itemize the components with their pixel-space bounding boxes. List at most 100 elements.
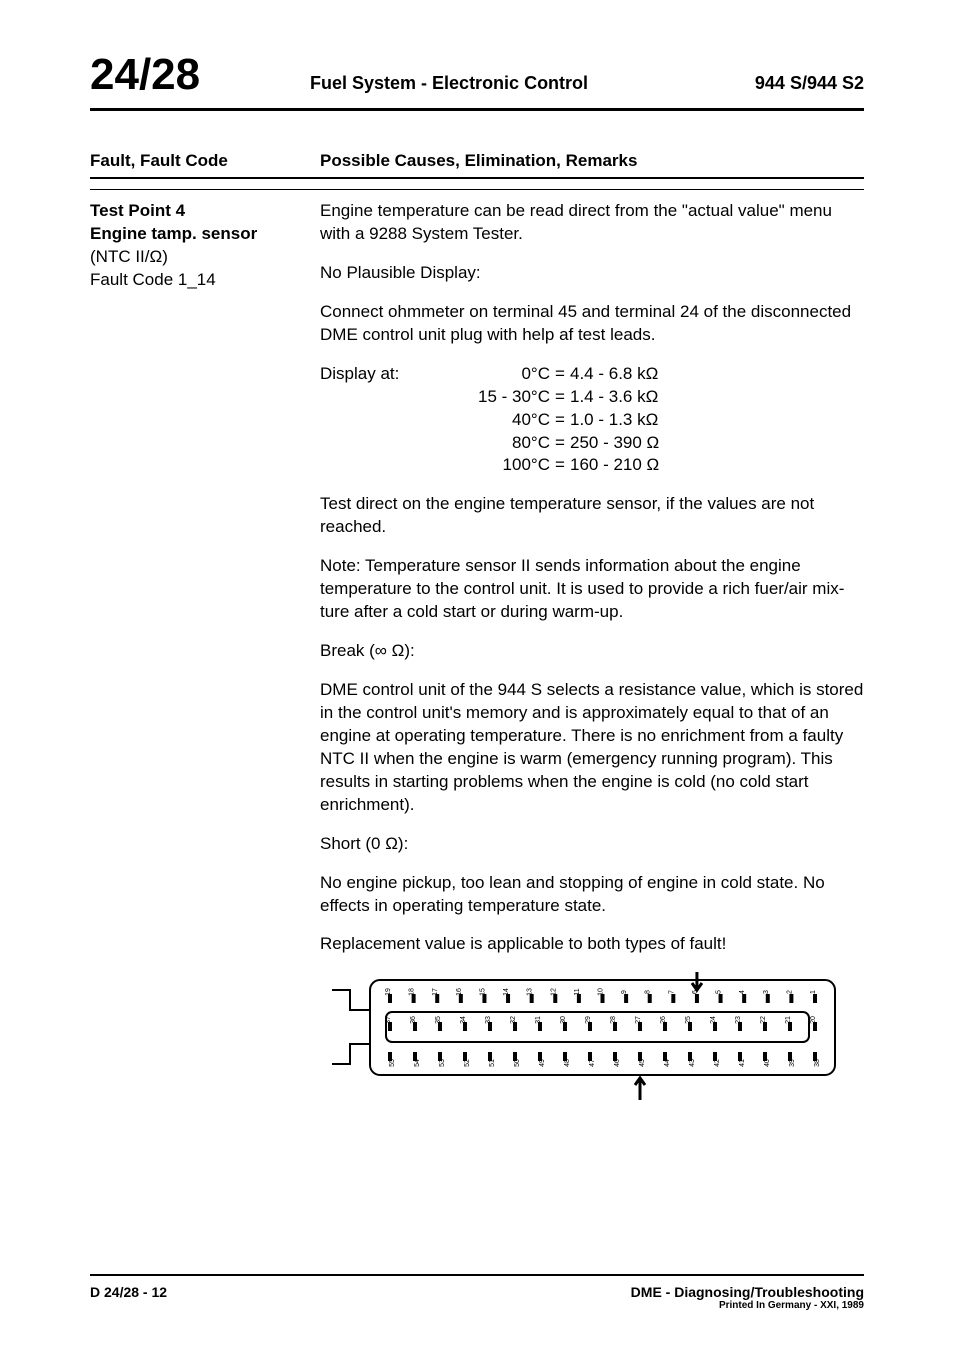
svg-text:36: 36 bbox=[410, 1016, 417, 1024]
paragraph: Short (0 Ω): bbox=[320, 833, 864, 856]
svg-text:25: 25 bbox=[685, 1016, 692, 1024]
display-val: 250 - 390 Ω bbox=[570, 432, 864, 455]
svg-text:9: 9 bbox=[621, 990, 628, 994]
svg-text:4: 4 bbox=[739, 990, 746, 994]
svg-text:53: 53 bbox=[439, 1059, 446, 1067]
paragraph: Break (∞ Ω): bbox=[320, 640, 864, 663]
display-row: 40°C = 1.0 - 1.3 kΩ bbox=[320, 409, 864, 432]
svg-text:32: 32 bbox=[510, 1016, 517, 1024]
sensor-title: Engine tamp. sensor bbox=[90, 223, 320, 246]
svg-text:39: 39 bbox=[789, 1059, 796, 1067]
paragraph: Note: Temperature sensor II sends inform… bbox=[320, 555, 864, 624]
display-temp: 0°C bbox=[420, 363, 550, 386]
display-row: 100°C = 160 - 210 Ω bbox=[320, 454, 864, 477]
ntc-line: (NTC II/Ω) bbox=[90, 246, 320, 269]
svg-text:33: 33 bbox=[485, 1016, 492, 1024]
right-column: Engine temperature can be read direct fr… bbox=[320, 200, 864, 1102]
svg-text:34: 34 bbox=[460, 1016, 467, 1024]
svg-text:46: 46 bbox=[614, 1059, 621, 1067]
svg-text:40: 40 bbox=[764, 1059, 771, 1067]
display-val: 4.4 - 6.8 kΩ bbox=[570, 363, 864, 386]
display-table: Display at: 0°C = 4.4 - 6.8 kΩ 15 - 30°C… bbox=[320, 363, 864, 478]
svg-text:24: 24 bbox=[710, 1016, 717, 1024]
paragraph: No engine pickup, too lean and stopping … bbox=[320, 872, 864, 918]
header-model: 944 S/944 S2 bbox=[704, 73, 864, 94]
footer-left: D 24/28 - 12 bbox=[90, 1284, 167, 1311]
svg-text:26: 26 bbox=[660, 1016, 667, 1024]
svg-text:14: 14 bbox=[503, 988, 510, 996]
svg-text:3: 3 bbox=[763, 990, 770, 994]
footer-right: DME - Diagnosing/Troubleshooting Printed… bbox=[631, 1284, 864, 1311]
paragraph: Test direct on the engine temperature se… bbox=[320, 493, 864, 539]
display-val: 160 - 210 Ω bbox=[570, 454, 864, 477]
svg-text:21: 21 bbox=[785, 1016, 792, 1024]
svg-text:42: 42 bbox=[714, 1059, 721, 1067]
display-row: 80°C = 250 - 390 Ω bbox=[320, 432, 864, 455]
svg-text:20: 20 bbox=[810, 1016, 817, 1024]
svg-text:45: 45 bbox=[639, 1059, 646, 1067]
connector-diagram: 1918171615141312111098765432137363534333… bbox=[320, 972, 864, 1102]
page: 24/28 Fuel System - Electronic Control 9… bbox=[0, 0, 954, 1351]
paragraph: No Plausible Display: bbox=[320, 262, 864, 285]
svg-text:29: 29 bbox=[585, 1016, 592, 1024]
display-val: 1.4 - 3.6 kΩ bbox=[570, 386, 864, 409]
svg-text:27: 27 bbox=[635, 1016, 642, 1024]
svg-text:35: 35 bbox=[435, 1016, 442, 1024]
svg-text:1: 1 bbox=[810, 990, 817, 994]
page-footer: D 24/28 - 12 DME - Diagnosing/Troublesho… bbox=[90, 1274, 864, 1311]
svg-text:51: 51 bbox=[489, 1059, 496, 1067]
svg-text:30: 30 bbox=[560, 1016, 567, 1024]
display-temp: 40°C bbox=[420, 409, 550, 432]
svg-text:2: 2 bbox=[786, 990, 793, 994]
svg-text:8: 8 bbox=[645, 990, 652, 994]
display-temp: 15 - 30°C bbox=[420, 386, 550, 409]
display-eq: = bbox=[550, 454, 570, 477]
svg-text:12: 12 bbox=[550, 988, 557, 996]
display-temp: 80°C bbox=[420, 432, 550, 455]
display-eq: = bbox=[550, 432, 570, 455]
display-val: 1.0 - 1.3 kΩ bbox=[570, 409, 864, 432]
column-header-row: Fault, Fault Code Possible Causes, Elimi… bbox=[90, 151, 864, 179]
footer-right-line1: DME - Diagnosing/Troubleshooting bbox=[631, 1284, 864, 1300]
column-header-left: Fault, Fault Code bbox=[90, 151, 320, 171]
svg-text:17: 17 bbox=[432, 988, 439, 996]
display-row: Display at: 0°C = 4.4 - 6.8 kΩ bbox=[320, 363, 864, 386]
display-eq: = bbox=[550, 409, 570, 432]
svg-text:28: 28 bbox=[610, 1016, 617, 1024]
svg-text:43: 43 bbox=[689, 1059, 696, 1067]
svg-text:44: 44 bbox=[664, 1059, 671, 1067]
svg-text:37: 37 bbox=[385, 1016, 392, 1024]
svg-text:5: 5 bbox=[716, 990, 723, 994]
svg-text:54: 54 bbox=[414, 1059, 421, 1067]
svg-text:23: 23 bbox=[735, 1016, 742, 1024]
test-point-title: Test Point 4 bbox=[90, 200, 320, 223]
paragraph: Replacement value is applicable to both … bbox=[320, 933, 864, 956]
display-row: 15 - 30°C = 1.4 - 3.6 kΩ bbox=[320, 386, 864, 409]
svg-text:50: 50 bbox=[514, 1059, 521, 1067]
svg-text:38: 38 bbox=[814, 1059, 821, 1067]
page-header: 24/28 Fuel System - Electronic Control 9… bbox=[90, 50, 864, 111]
svg-text:18: 18 bbox=[409, 988, 416, 996]
display-eq: = bbox=[550, 363, 570, 386]
svg-text:55: 55 bbox=[389, 1059, 396, 1067]
page-number: 24/28 bbox=[90, 50, 310, 100]
column-header-right: Possible Causes, Elimination, Remarks bbox=[320, 151, 864, 171]
header-title: Fuel System - Electronic Control bbox=[310, 73, 704, 94]
svg-text:31: 31 bbox=[535, 1016, 542, 1024]
body-row: Test Point 4 Engine tamp. sensor (NTC II… bbox=[90, 189, 864, 1102]
footer-right-line2: Printed In Germany - XXI, 1989 bbox=[631, 1300, 864, 1311]
svg-text:11: 11 bbox=[574, 989, 581, 996]
display-temp: 100°C bbox=[420, 454, 550, 477]
svg-text:10: 10 bbox=[598, 988, 605, 996]
svg-text:47: 47 bbox=[589, 1059, 596, 1067]
svg-text:52: 52 bbox=[464, 1059, 471, 1067]
svg-text:19: 19 bbox=[385, 988, 392, 996]
paragraph: Connect ohmmeter on terminal 45 and term… bbox=[320, 301, 864, 347]
svg-text:49: 49 bbox=[539, 1059, 546, 1067]
svg-text:7: 7 bbox=[668, 990, 675, 994]
svg-text:13: 13 bbox=[527, 988, 534, 996]
left-column: Test Point 4 Engine tamp. sensor (NTC II… bbox=[90, 200, 320, 1102]
svg-text:22: 22 bbox=[760, 1016, 767, 1024]
svg-text:16: 16 bbox=[456, 988, 463, 996]
paragraph: Engine temperature can be read direct fr… bbox=[320, 200, 864, 246]
